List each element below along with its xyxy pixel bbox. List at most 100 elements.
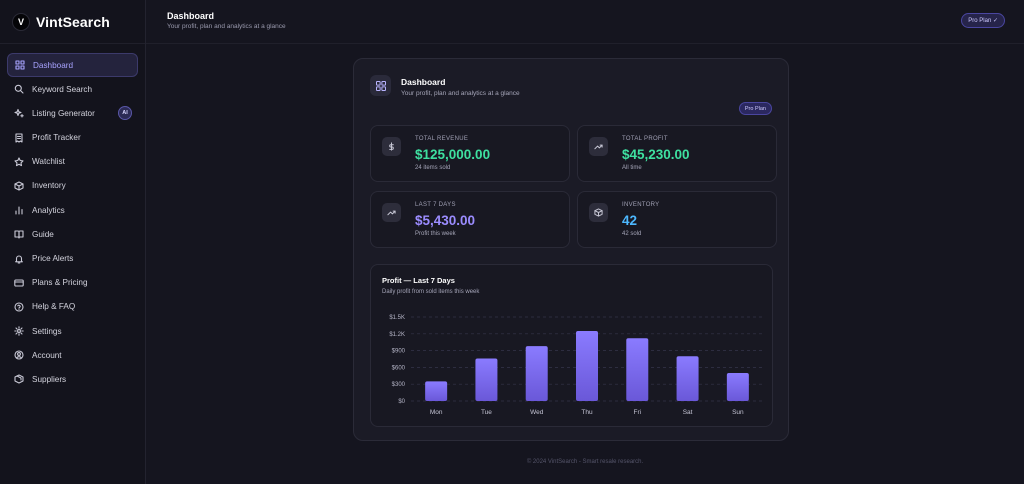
stat-value: $45,230.00 bbox=[622, 147, 690, 162]
bar-wed[interactable] bbox=[525, 346, 548, 401]
sidebar: V VintSearch Dashboard Keyword Search List… bbox=[0, 0, 146, 484]
sidebar-item-label: Plans & Pricing bbox=[32, 278, 88, 288]
card-plan-badge[interactable]: Pro Plan bbox=[738, 102, 772, 115]
bell-icon bbox=[14, 254, 24, 264]
sidebar-item-label: Help & FAQ bbox=[32, 302, 76, 312]
bar-mon[interactable] bbox=[425, 381, 448, 401]
x-tick-label: Fri bbox=[633, 409, 641, 416]
y-tick-label: $1.5K bbox=[389, 315, 405, 321]
card-subtitle: Your profit, plan and analytics at a gla… bbox=[401, 90, 520, 97]
top-header: Dashboard Your profit, plan and analytic… bbox=[146, 0, 1024, 44]
x-tick-label: Sun bbox=[732, 409, 744, 416]
x-tick-label: Tue bbox=[481, 409, 492, 416]
brand-logo: V bbox=[12, 12, 30, 31]
bar-sat[interactable] bbox=[676, 356, 699, 401]
profit-chart-card: Profit — Last 7 Days Daily profit from s… bbox=[370, 264, 773, 427]
credit-card-icon bbox=[14, 278, 24, 288]
bar-fri[interactable] bbox=[626, 338, 649, 401]
card-title: Dashboard bbox=[401, 77, 446, 87]
sidebar-item-label: Keyword Search bbox=[32, 84, 93, 94]
sidebar-item-label: Listing Generator bbox=[32, 108, 95, 118]
footer-text: © 2024 VintSearch - Smart resale researc… bbox=[526, 459, 644, 465]
y-tick-label: $600 bbox=[392, 365, 406, 371]
chart-title: Profit — Last 7 Days bbox=[382, 276, 455, 285]
sidebar-item-label: Account bbox=[32, 350, 62, 360]
sidebar-item-profit-tracker[interactable]: Profit Tracker bbox=[7, 126, 138, 150]
dollar-icon bbox=[382, 137, 401, 156]
x-tick-label: Thu bbox=[581, 409, 593, 416]
sidebar-item-settings[interactable]: Settings bbox=[7, 319, 138, 343]
book-icon bbox=[14, 229, 24, 239]
x-tick-label: Mon bbox=[430, 409, 443, 416]
trending-up-icon bbox=[382, 203, 401, 222]
y-tick-label: $900 bbox=[392, 349, 406, 355]
sidebar-item-price-alerts[interactable]: Price Alerts bbox=[7, 247, 138, 271]
bar-tue[interactable] bbox=[475, 358, 498, 401]
grid-icon bbox=[15, 60, 25, 70]
bar-thu[interactable] bbox=[576, 331, 598, 401]
stat-note: 24 items sold bbox=[415, 165, 451, 171]
dashboard-card: Dashboard Your profit, plan and analytic… bbox=[353, 58, 789, 441]
sidebar-item-keyword-search[interactable]: Keyword Search bbox=[7, 77, 138, 101]
sidebar-item-dashboard[interactable]: Dashboard bbox=[7, 53, 138, 77]
user-icon bbox=[14, 350, 24, 360]
stat-card-inventory: INVENTORY 42 42 sold bbox=[577, 191, 777, 248]
sparkles-icon bbox=[14, 108, 24, 118]
page-title: Dashboard bbox=[167, 11, 215, 21]
stat-value: 42 bbox=[622, 213, 638, 228]
sidebar-item-suppliers[interactable]: Suppliers bbox=[7, 367, 138, 391]
y-tick-label: $1.2K bbox=[389, 332, 405, 338]
sidebar-item-label: Suppliers bbox=[32, 374, 67, 384]
star-icon bbox=[14, 157, 24, 167]
package-icon bbox=[14, 374, 24, 384]
sidebar-item-label: Price Alerts bbox=[32, 254, 74, 263]
sidebar-item-account[interactable]: Account bbox=[7, 343, 138, 367]
sidebar-item-guide[interactable]: Guide bbox=[7, 222, 138, 246]
stat-note: Profit this week bbox=[415, 231, 456, 237]
brand[interactable]: V VintSearch bbox=[0, 0, 145, 44]
stat-label: TOTAL REVENUE bbox=[415, 136, 469, 142]
x-tick-label: Sat bbox=[683, 409, 693, 416]
stat-label: INVENTORY bbox=[622, 202, 660, 208]
sidebar-item-label: Inventory bbox=[32, 181, 66, 191]
sidebar-item-help-faq[interactable]: Help & FAQ bbox=[7, 295, 138, 319]
sidebar-item-analytics[interactable]: Analytics bbox=[7, 198, 138, 222]
sidebar-item-listing-generator[interactable]: Listing Generator AI bbox=[7, 101, 138, 125]
page-subtitle: Your profit, plan and analytics at a gla… bbox=[167, 23, 286, 30]
sidebar-item-label: Watchlist bbox=[32, 157, 65, 167]
sidebar-item-inventory[interactable]: Inventory bbox=[7, 174, 138, 198]
stat-card-last-7-days: LAST 7 DAYS $5,430.00 Profit this week bbox=[370, 191, 570, 248]
stat-label: LAST 7 DAYS bbox=[415, 202, 456, 208]
chart-subtitle: Daily profit from sold items this week bbox=[382, 289, 480, 295]
stat-card-total-revenue: TOTAL REVENUE $125,000.00 24 items sold bbox=[370, 125, 570, 182]
bar-chart-icon bbox=[14, 205, 24, 215]
stat-card-total-profit: TOTAL PROFIT $45,230.00 All time bbox=[577, 125, 777, 182]
y-tick-label: $300 bbox=[392, 382, 406, 388]
box-icon bbox=[589, 203, 608, 222]
search-icon bbox=[14, 84, 24, 94]
stat-label: TOTAL PROFIT bbox=[622, 136, 668, 142]
y-tick-label: $0 bbox=[398, 399, 405, 405]
sidebar-item-watchlist[interactable]: Watchlist bbox=[7, 150, 138, 174]
sidebar-nav: Dashboard Keyword Search Listing Generator… bbox=[0, 44, 145, 391]
x-tick-label: Wed bbox=[530, 409, 544, 416]
sidebar-item-label: Dashboard bbox=[33, 60, 74, 70]
receipt-icon bbox=[14, 133, 24, 143]
sidebar-item-label: Profit Tracker bbox=[32, 133, 81, 143]
sidebar-item-label: Guide bbox=[32, 229, 54, 239]
stat-value: $125,000.00 bbox=[415, 147, 491, 162]
ai-badge: AI bbox=[118, 106, 132, 121]
plan-badge[interactable]: Pro Plan ✓ bbox=[961, 13, 1005, 28]
bar-sun[interactable] bbox=[726, 373, 749, 401]
sidebar-item-label: Settings bbox=[32, 326, 62, 336]
stat-note: All time bbox=[622, 165, 642, 171]
sidebar-item-plans-pricing[interactable]: Plans & Pricing bbox=[7, 271, 138, 295]
stat-value: $5,430.00 bbox=[415, 213, 476, 228]
profit-bar-chart: $0 $300 $600 $900 $1.2K $1.5K Mon Tue Wed Thu Fri S… bbox=[389, 315, 763, 416]
box-icon bbox=[14, 181, 24, 191]
stat-note: 42 sold bbox=[622, 231, 642, 237]
trending-up-icon bbox=[589, 137, 608, 156]
brand-name: VintSearch bbox=[36, 13, 110, 30]
help-circle-icon bbox=[14, 302, 24, 312]
sidebar-item-label: Analytics bbox=[32, 205, 65, 215]
